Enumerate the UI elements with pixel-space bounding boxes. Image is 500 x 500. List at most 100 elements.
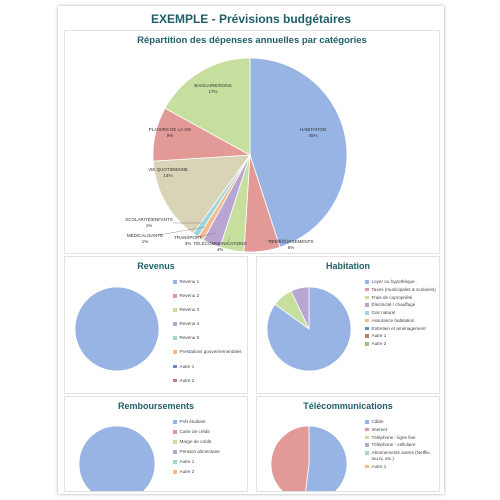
telecom-legend: Câble Internet Téléphone - ligne fixe Télép… — [365, 419, 437, 471]
legend-swatch — [173, 440, 177, 444]
legend-label: Revenu 3 — [179, 307, 200, 313]
legend-swatch — [173, 378, 177, 383]
legend-swatch — [365, 334, 369, 338]
legend-swatch — [173, 450, 177, 454]
legend-label: Téléphone - ligne fixe — [371, 434, 416, 440]
remboursements-panel: Remboursements Prêt étudiant Carte de cré… — [64, 396, 248, 492]
slice-label-remboursements: REMBOURSEMENTS 6% — [269, 239, 314, 250]
legend-item-autre-2: Autre 2 — [173, 378, 245, 384]
slice-label-bancaire-dons: BANCAIRE/DONS 17% — [194, 83, 231, 94]
legend-swatch — [173, 322, 177, 326]
slice-label-habitation: HABITATION 45% — [300, 127, 326, 138]
legend-label: Autre 1 — [371, 463, 387, 469]
legend-item-revenu-2: Revenu 2 — [173, 293, 245, 299]
remboursements-pie-chart — [78, 425, 156, 491]
slice-label-plaisirs-de-la-vie: PLAISIRS DE LA VIE 9% — [149, 127, 192, 138]
legend-item-revenu-3: Revenu 3 — [173, 307, 245, 313]
legend-item-pret-etudiant: Prêt étudiant — [173, 419, 245, 425]
revenus-panel: Revenus Revenu 1 Revenu 2 Revenu 3 Revenu 4… — [64, 256, 248, 394]
legend-item-pension-alimentaire: Pension alimentaire — [173, 449, 245, 455]
legend-swatch — [173, 294, 177, 298]
legend-item-marge-de-credit: Marge de crédit — [173, 439, 245, 445]
legend-swatch — [365, 427, 369, 432]
slice-label-telecommunications: TÉLÉCOMMUNICATIONS 4% — [194, 240, 247, 252]
pie-slice-bancaire-dons — [164, 57, 251, 156]
legend-swatch — [173, 430, 177, 434]
legend-swatch — [365, 342, 369, 346]
report-page: EXEMPLE - Prévisions budgétaires Réparti… — [58, 6, 444, 494]
habitation-pie-chart — [266, 286, 352, 372]
legend-item-autre-2: Autre 2 — [173, 469, 245, 475]
slice-label-vie-quotidienne: VIE QUOTIDIENNE 14% — [148, 167, 188, 178]
legend-item-revenu-5: Revenu 5 — [173, 335, 245, 341]
legend-label: Taxes (municipales & scolaires) — [371, 286, 436, 292]
legend-item-entretien-et-amenagement: Entretien et aménagement — [365, 326, 437, 332]
legend-label: Entretien et aménagement — [371, 325, 426, 331]
legend-label: Autre 2 — [179, 469, 195, 475]
slice-label-medical-sante: MÉDICAL/SANTÉ 1% — [127, 232, 163, 244]
legend-swatch — [365, 443, 369, 447]
habitation-panel: Habitation Loyer ou hypothèque Taxes (mun… — [256, 256, 440, 394]
telecom-pie-chart — [270, 425, 348, 491]
main-pie-chart: HABITATION 45% REMBOURSEMENTS 6% TÉLÉCOMMUNI… — [125, 57, 348, 253]
legend-item-revenu-1: Revenu 1 — [173, 279, 245, 285]
legend-item-assurance-habitation: Assurance habitation — [365, 318, 437, 324]
remboursements-title: Remboursements — [117, 401, 195, 411]
legend-swatch — [365, 326, 369, 331]
legend-item-cable: Câble — [365, 419, 437, 425]
legend-label: Autre 2 — [371, 341, 387, 347]
legend-label: Autre 2 — [179, 377, 195, 383]
legend-swatch — [173, 460, 177, 464]
legend-label: Revenu 2 — [179, 293, 200, 299]
legend-label: Revenu 1 — [179, 279, 200, 284]
legend-label: Assurance habitation — [371, 317, 415, 323]
pie-slice-internet — [270, 425, 310, 491]
legend-swatch — [365, 318, 369, 323]
legend-item-autre-1: Autre 1 — [173, 364, 245, 370]
legend-swatch — [173, 336, 177, 340]
telecom-title: Télécommunications — [303, 401, 393, 411]
legend-swatch — [365, 303, 369, 307]
revenus-title: Revenus — [137, 261, 175, 271]
legend-label: Câble — [371, 419, 384, 424]
legend-swatch — [173, 308, 177, 312]
legend-swatch — [173, 350, 177, 354]
legend-item-carte-de-credit: Carte de crédit — [173, 429, 245, 435]
pie-slice-electricite-chauffage — [290, 286, 310, 330]
revenus-pie-chart — [74, 286, 160, 372]
legend-label: Pension alimentaire — [179, 449, 220, 455]
legend-label: Carte de crédit — [179, 429, 210, 435]
legend-item-autre-1: Autre 1 — [365, 333, 437, 339]
legend-swatch — [365, 295, 369, 300]
legend-item-prestations-gouvernementales: Prestations gouvernementales — [173, 349, 245, 355]
leader-line-transport — [197, 232, 216, 238]
leader-line-medical-sante — [158, 226, 206, 236]
legend-swatch — [365, 451, 369, 455]
legend-label: Prêt étudiant — [179, 419, 206, 424]
leader-line-telecommunications — [227, 236, 231, 243]
legend-label: Revenu 4 — [179, 321, 200, 327]
legend-item-internet: Internet — [365, 427, 437, 433]
legend-label: Gaz naturel — [371, 310, 396, 316]
legend-item-autre-2: Autre 2 — [365, 341, 437, 347]
legend-swatch — [365, 420, 369, 424]
slice-label-scolarite-enfants: SCOLARITÉ/ENFANTS 1% — [125, 216, 173, 228]
legend-label: Autre 1 — [179, 363, 195, 369]
habitation-title: Habitation — [326, 261, 370, 271]
legend-swatch — [173, 420, 177, 424]
legend-label: Autre 1 — [179, 459, 195, 465]
legend-label: Téléphone - cellulaire — [371, 442, 416, 448]
main-chart-title: Répartition des dépenses annuelles par c… — [137, 35, 367, 46]
legend-swatch — [365, 435, 369, 440]
legend-label: Prestations gouvernementales — [179, 349, 242, 355]
pie-slice-vie-quotidienne — [152, 154, 251, 235]
legend-item-revenu-4: Revenu 4 — [173, 321, 245, 327]
legend-item-autre-1: Autre 1 — [365, 464, 437, 470]
legend-label: Abonnements autres (Netflix, tou.tv, etc… — [371, 450, 431, 461]
legend-item-telephone-ligne-fixe: Téléphone - ligne fixe — [365, 435, 437, 441]
legend-swatch — [365, 280, 369, 284]
legend-item-electricite-chauffage: Électricité / chauffage — [365, 302, 437, 308]
legend-swatch — [173, 280, 177, 284]
remboursements-legend: Prêt étudiant Carte de crédit Marge de cré… — [173, 419, 245, 480]
legend-item-autre-1: Autre 1 — [173, 459, 245, 465]
